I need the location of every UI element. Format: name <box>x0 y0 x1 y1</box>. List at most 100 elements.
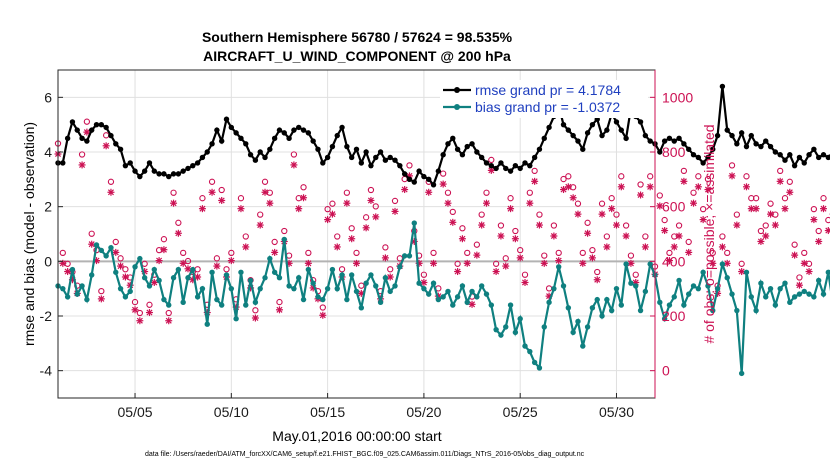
assimilated-obs-stroke <box>507 205 514 212</box>
x-axis-label: May.01,2016 00:00:00 start <box>272 428 442 444</box>
bias-point <box>700 269 706 275</box>
assimilated-obs-marker <box>179 259 187 267</box>
bias-point <box>79 283 85 289</box>
assimilated-obs-marker <box>492 268 500 276</box>
possible-obs-marker <box>122 266 129 273</box>
rmse-point <box>84 138 90 144</box>
bias-point <box>373 283 379 289</box>
assimilated-obs-stroke <box>627 260 634 267</box>
rmse-point <box>811 146 817 152</box>
possible-obs-marker <box>719 233 726 240</box>
bias-point <box>199 285 206 292</box>
possible-obs-marker <box>223 266 230 273</box>
possible-obs-marker <box>160 236 168 243</box>
possible-obs-marker <box>271 238 278 246</box>
bias-point <box>320 296 326 303</box>
assimilated-obs-marker <box>362 224 370 232</box>
x-tick-label: 05/20 <box>406 404 441 420</box>
rmse-point <box>507 168 514 174</box>
rmse-point <box>98 121 105 128</box>
rmse-point <box>531 154 538 161</box>
assimilated-obs-stroke <box>579 260 586 267</box>
rmse-point <box>117 146 124 152</box>
bias-point <box>117 285 124 292</box>
bias-point <box>426 291 432 297</box>
rmse-point <box>714 132 721 139</box>
rmse-point <box>257 149 263 155</box>
rmse-point <box>190 162 196 169</box>
possible-obs-marker <box>117 255 124 262</box>
assimilated-obs-marker <box>718 243 726 251</box>
left-y-axis-label: rmse and bias (model - observation) <box>21 122 37 346</box>
possible-obs-marker <box>704 175 712 183</box>
assimilated-obs-marker <box>800 259 808 267</box>
assimilated-obs-stroke <box>334 243 341 250</box>
assimilated-obs-stroke <box>175 230 182 237</box>
bias-point <box>493 326 499 333</box>
bias-point <box>180 299 186 306</box>
bias-point <box>151 266 157 273</box>
assimilated-obs-marker <box>213 262 221 270</box>
possible-obs-marker <box>170 189 177 196</box>
bias-point <box>89 272 95 278</box>
rmse-point <box>575 138 581 144</box>
bias-point <box>166 302 172 308</box>
assimilated-obs-marker <box>266 199 274 207</box>
bias-point <box>811 294 817 300</box>
bias-point <box>507 302 514 308</box>
rmse-point <box>657 149 663 155</box>
chart-title-line2: AIRCRAFT_U_WIND_COMPONENT @ 200 hPa <box>203 48 511 64</box>
bias-point <box>657 299 663 306</box>
assimilated-obs-marker <box>463 259 471 267</box>
assimilated-obs-marker <box>304 259 312 267</box>
possible-obs-marker <box>565 173 572 180</box>
assimilated-obs-marker <box>593 276 601 284</box>
assimilated-obs-marker <box>497 232 505 240</box>
x-tick-label: 05/15 <box>310 404 345 420</box>
rmse-point <box>647 138 653 144</box>
bias-point <box>546 299 552 306</box>
assimilated-obs-marker <box>372 213 380 221</box>
rmse-point <box>512 162 519 169</box>
rmse-point <box>108 132 114 139</box>
assimilated-obs-marker <box>112 248 120 256</box>
assimilated-obs-stroke <box>594 276 601 283</box>
rmse-point <box>464 143 470 150</box>
possible-obs-marker <box>454 260 461 267</box>
bias-point <box>748 294 754 300</box>
assimilated-obs-stroke <box>767 211 774 218</box>
bias-point <box>411 220 417 226</box>
assimilated-obs-marker <box>160 246 168 254</box>
rmse-point <box>580 146 586 152</box>
right-y-tick-label: 400 <box>662 253 686 269</box>
assimilated-obs-marker <box>155 257 163 265</box>
bias-point <box>170 275 177 281</box>
rmse-point <box>223 116 230 122</box>
possible-obs-marker <box>59 249 66 257</box>
rmse-point <box>469 141 475 147</box>
rmse-point <box>681 141 687 147</box>
rmse-point <box>416 168 422 174</box>
right-y-tick-label: 1000 <box>662 89 693 105</box>
assimilated-obs-marker <box>564 183 572 191</box>
bias-point <box>310 280 316 286</box>
assimilated-obs-marker <box>439 180 447 188</box>
rmse-point <box>618 127 624 133</box>
possible-obs-marker <box>281 227 288 235</box>
assimilated-obs-stroke <box>647 183 654 190</box>
possible-obs-marker <box>334 233 341 240</box>
right-y-axis-label: # of obs: o=possible; ×=assimilated <box>701 124 717 343</box>
possible-obs-marker <box>594 268 601 276</box>
possible-obs-marker <box>589 246 596 254</box>
assimilated-obs-stroke <box>815 238 822 245</box>
assimilated-obs-stroke <box>685 249 692 256</box>
bias-point <box>127 288 133 295</box>
rmse-point <box>89 127 95 133</box>
bias-point <box>190 266 196 273</box>
bias-point <box>156 277 162 284</box>
legend-box <box>440 80 648 118</box>
bias-point <box>753 307 759 314</box>
assimilated-obs-stroke <box>618 183 625 190</box>
rmse-point <box>493 165 499 172</box>
rmse-point <box>252 157 259 163</box>
